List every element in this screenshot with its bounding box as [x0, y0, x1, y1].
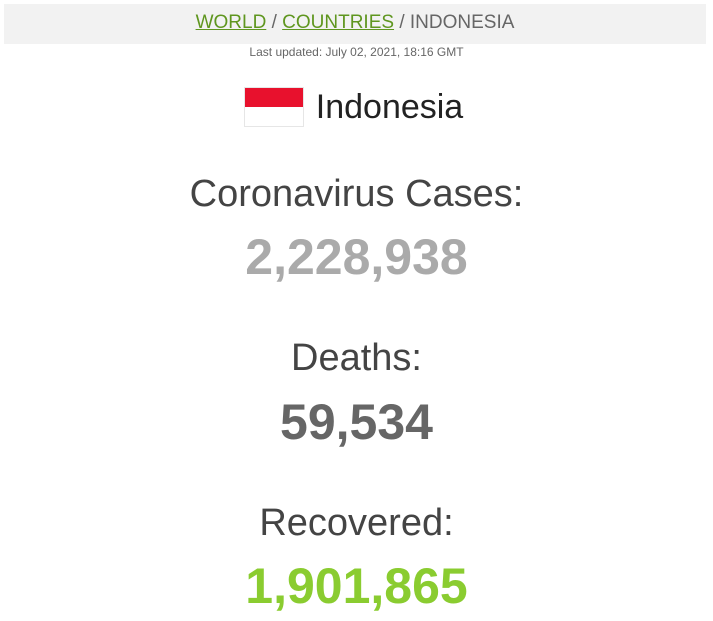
recovered-label: Recovered: — [259, 502, 454, 544]
breadcrumb-separator: / — [271, 12, 277, 33]
deaths-label: Deaths: — [291, 337, 422, 379]
cases-label: Coronavirus Cases: — [189, 173, 524, 215]
breadcrumb-current: INDONESIA — [409, 12, 515, 33]
recovered-count: 1,901,865 — [245, 558, 468, 614]
breadcrumb-separator: / — [399, 12, 405, 33]
breadcrumb-link-world[interactable]: WORLD — [195, 12, 267, 33]
breadcrumb-link-countries[interactable]: COUNTRIES — [282, 12, 395, 33]
indonesia-flag-icon — [243, 87, 304, 127]
country-header: Indonesia — [0, 84, 713, 130]
deaths-count: 59,534 — [280, 394, 433, 450]
last-updated-timestamp: Last updated: July 02, 2021, 18:16 GMT — [249, 45, 464, 59]
country-name: Indonesia — [315, 88, 464, 126]
cases-count: 2,228,938 — [245, 229, 468, 285]
breadcrumb: WORLD / COUNTRIES / INDONESIA — [4, 4, 706, 44]
